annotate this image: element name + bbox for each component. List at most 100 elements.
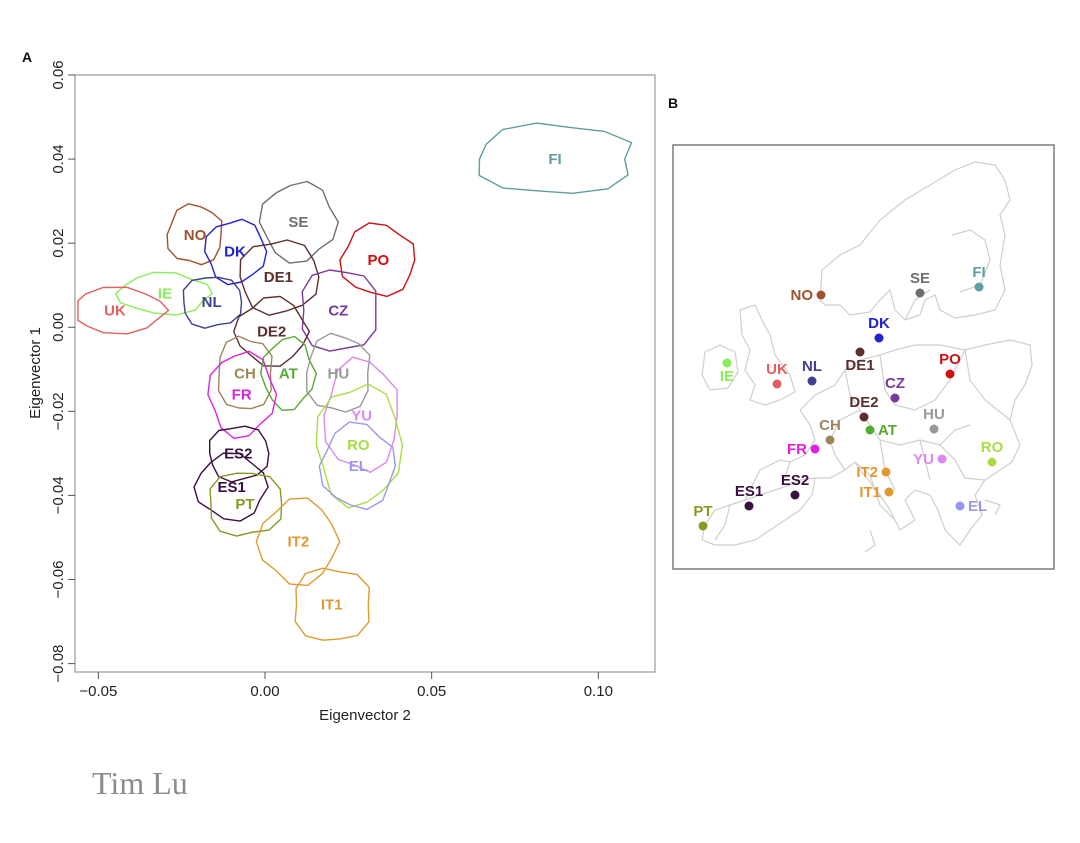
credit-text: Tim Lu [92, 765, 188, 801]
cluster-outline-se [258, 180, 339, 264]
map-point-pt [698, 521, 708, 531]
cluster-outline-pt [209, 472, 283, 537]
map-label-uk: UK [766, 361, 788, 378]
cluster-outline-it1 [294, 567, 370, 641]
map-label-yu: YU [913, 451, 934, 468]
map-point-se [915, 288, 925, 298]
cluster-label-ro: RO [347, 437, 370, 454]
map-point-ro [987, 457, 997, 467]
cluster-outline-dk [203, 218, 268, 286]
cluster-outline-hu [305, 332, 371, 413]
map-label-de2: DE2 [849, 394, 878, 411]
cluster-label-ch: CH [234, 366, 256, 383]
cluster-label-hu: HU [327, 366, 349, 383]
cluster-labels: FI SE NO DK PO DE1 IE NL UK CZ DE2 CH AT HU FR YU RO EL ES… [104, 151, 562, 614]
map-point-fi [974, 282, 984, 292]
y-tick-label: 0.02 [50, 229, 67, 258]
cluster-label-at: AT [279, 366, 298, 383]
map-label-de1: DE1 [845, 357, 874, 374]
map-point-uk [772, 379, 782, 389]
cluster-outline-nl [182, 276, 243, 329]
x-tick-label: −0.05 [79, 683, 117, 700]
map-label-no: NO [791, 287, 814, 304]
map-label-ro: RO [981, 439, 1004, 456]
map-label-es1: ES1 [735, 483, 763, 500]
cluster-outline-fr [207, 350, 278, 440]
map-point-de1 [855, 347, 865, 357]
y-axis: 0.06 0.04 0.02 0.00 −0.02 −0.04 −0.06 −0.08 [50, 60, 75, 683]
cluster-outline-de2 [232, 295, 311, 367]
y-tick-label: −0.08 [50, 645, 67, 683]
map-label-pt: PT [693, 503, 712, 520]
y-tick-label: 0.06 [50, 60, 67, 89]
cluster-outline-uk [77, 286, 170, 335]
map-point-no [816, 290, 826, 300]
map-label-el: EL [968, 498, 987, 515]
x-tick-label: 0.00 [250, 683, 279, 700]
cluster-outline-es1 [193, 452, 269, 522]
map-point-es1 [744, 501, 754, 511]
map-label-se: SE [910, 270, 930, 287]
map-label-cz: CZ [885, 375, 905, 392]
cluster-label-uk: UK [104, 302, 126, 319]
cluster-outline-yu [323, 356, 398, 473]
map-point-fr [810, 444, 820, 454]
map-point-it2 [881, 467, 891, 477]
cluster-label-se: SE [288, 214, 308, 231]
map-label-fi: FI [972, 264, 985, 281]
map-point-yu [937, 454, 947, 464]
europe-map: NO SE FI DK DE1 PO IE UK NL CZ DE2 HU CH AT FR RO YU IT2 I… [672, 144, 1055, 570]
map-point-ch [825, 435, 835, 445]
x-tick-label: 0.05 [417, 683, 446, 700]
map-label-at: AT [878, 422, 897, 439]
x-axis-label: Eigenvector 2 [319, 707, 411, 724]
y-tick-label: −0.04 [50, 476, 67, 514]
map-label-es2: ES2 [781, 472, 809, 489]
panel-b-label: B [668, 95, 678, 111]
x-axis: −0.05 0.00 0.05 0.10 [79, 672, 613, 700]
map-point-po [945, 369, 955, 379]
x-tick-label: 0.10 [584, 683, 613, 700]
map-point-hu [929, 424, 939, 434]
map-label-dk: DK [868, 315, 890, 332]
map-label-it1: IT1 [859, 484, 881, 501]
map-label-it2: IT2 [856, 464, 878, 481]
cluster-outline-cz [301, 269, 377, 352]
cluster-outline-it2 [255, 497, 341, 587]
cluster-label-es2: ES2 [224, 445, 252, 462]
y-axis-label: Eigenvector 1 [27, 327, 44, 419]
cluster-outline-de1 [239, 239, 320, 316]
y-tick-label: 0.00 [50, 313, 67, 342]
cluster-label-dk: DK [224, 244, 246, 261]
cluster-label-it1: IT1 [321, 597, 343, 614]
cluster-label-es1: ES1 [217, 479, 245, 496]
map-point-at [865, 425, 875, 435]
cluster-label-po: PO [367, 252, 389, 269]
y-tick-label: 0.04 [50, 144, 67, 173]
plot-frame [74, 74, 656, 673]
map-frame [672, 144, 1055, 570]
panel-a-label: A [22, 49, 32, 65]
map-points: NO SE FI DK DE1 PO IE UK NL CZ DE2 HU CH AT FR RO YU IT2 I… [693, 264, 1004, 531]
map-label-fr: FR [787, 441, 807, 458]
cluster-outline-ie [114, 271, 214, 316]
map-point-el [955, 501, 965, 511]
map-point-ie [722, 358, 732, 368]
cluster-outlines [77, 122, 633, 641]
map-point-de2 [859, 412, 869, 422]
cluster-outline-ro [315, 383, 404, 509]
cluster-label-fr: FR [232, 387, 252, 404]
map-label-nl: NL [802, 358, 822, 375]
cluster-label-de1: DE1 [264, 269, 293, 286]
cluster-outline-at [260, 335, 317, 411]
map-label-po: PO [939, 351, 961, 368]
cluster-label-de2: DE2 [257, 323, 286, 340]
cluster-label-el: EL [349, 458, 368, 475]
cluster-label-no: NO [184, 227, 207, 244]
map-label-ch: CH [819, 417, 841, 434]
map-point-es2 [790, 490, 800, 500]
map-label-ie: IE [720, 368, 734, 385]
y-tick-label: −0.06 [50, 561, 67, 599]
cluster-label-ie: IE [158, 286, 172, 303]
